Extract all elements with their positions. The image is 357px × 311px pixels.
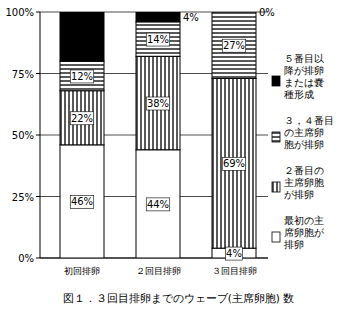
bar-segment <box>136 12 180 22</box>
bars <box>60 12 256 258</box>
title: 図１．３回目排卵までのウェーブ(主席卵胞) 数 <box>63 292 295 304</box>
label-box <box>226 247 243 260</box>
tick-label: 25% <box>12 192 34 203</box>
legend-line: 排卵 <box>284 239 304 250</box>
data-labels: 46% 22% 12% 44% 38% 14% 4% 4% 69% 27% 0% <box>70 7 275 260</box>
label-box <box>222 39 246 52</box>
legend-line: 種形成 <box>284 89 314 100</box>
bar-segment <box>60 91 104 145</box>
legend-label: ３，４番目の主席卵胞が排卵 <box>284 115 334 150</box>
data-label: 0% <box>259 7 275 18</box>
label-box <box>146 198 170 211</box>
legend-line: 席卵胞が <box>284 227 325 238</box>
legend-line: の主席卵 <box>284 127 324 138</box>
data-label: 14% <box>147 34 169 45</box>
category-label: ２回目排卵 <box>136 266 181 276</box>
legend-swatch <box>272 76 280 86</box>
bar-segment <box>136 56 180 149</box>
bar-segment <box>60 145 104 258</box>
data-label: 4% <box>183 12 199 23</box>
tick-mark <box>36 73 40 74</box>
legend-label: ５番目以降が排卵または嚢種形成 <box>284 53 324 100</box>
legend-line: 降が排卵 <box>284 65 324 76</box>
label-box <box>70 70 94 83</box>
label-box <box>146 97 170 110</box>
data-label: 22% <box>71 113 93 124</box>
bar-segment <box>136 150 180 258</box>
legend-line: ５番目以 <box>284 53 324 64</box>
legend-swatch <box>272 182 280 192</box>
label-box <box>146 33 170 46</box>
bar-segment <box>212 12 256 13</box>
data-label: 44% <box>147 199 169 210</box>
y-axis <box>40 12 41 258</box>
tick-mark <box>36 196 40 197</box>
tick-mark <box>36 135 40 136</box>
label-box <box>70 112 94 125</box>
label-box <box>222 157 246 170</box>
category-label: ３回目排卵 <box>212 266 257 276</box>
legend-line: 最初の主 <box>284 215 324 226</box>
legend-label: 最初の主席卵胞が排卵 <box>284 215 325 250</box>
tick-mark <box>36 258 40 259</box>
tick-label: 100% <box>5 7 34 18</box>
chart: 0% 25% 50% 75% 100% 46% 22% 12% 44% 38% 14% 4% 4% 69%… <box>0 0 357 311</box>
legend-line: 主席卵胞 <box>284 177 324 188</box>
tick-label: 75% <box>12 69 34 80</box>
legend-label: ２番目の主席卵胞が排卵 <box>284 165 324 200</box>
tick-mark <box>36 12 40 13</box>
tick-label: 50% <box>12 130 34 141</box>
data-label: 69% <box>223 158 245 169</box>
tick-label: 0% <box>18 253 34 264</box>
data-label: 38% <box>147 98 169 109</box>
data-label: 4% <box>226 248 242 259</box>
legend-swatch <box>272 232 280 242</box>
bar-segment <box>136 22 180 56</box>
legend-line: 胞が排卵 <box>284 139 324 150</box>
bar-segment <box>212 12 256 78</box>
legend-line: ３，４番目 <box>284 115 334 126</box>
legend-line: が排卵 <box>284 189 314 200</box>
category-label: 初回排卵 <box>64 266 100 276</box>
label-box <box>70 195 94 208</box>
data-label: 12% <box>71 71 93 82</box>
legend-line: または嚢 <box>284 77 324 88</box>
bar-segment <box>60 12 104 61</box>
legend-swatch <box>272 132 280 142</box>
bar-segment <box>212 78 256 248</box>
data-label: 46% <box>71 196 93 207</box>
legend: ５番目以降が排卵または嚢種形成３，４番目の主席卵胞が排卵２番目の主席卵胞が排卵最… <box>272 53 334 250</box>
bar-segment <box>60 61 104 91</box>
legend-line: ２番目の <box>284 165 324 176</box>
data-label: 27% <box>223 40 245 51</box>
